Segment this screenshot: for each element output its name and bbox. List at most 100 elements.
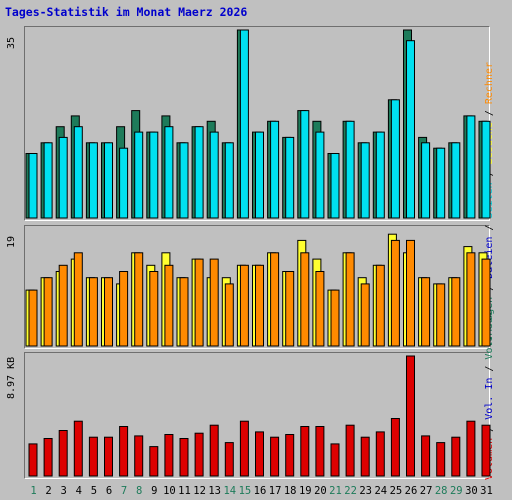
dateien-bar-4 [73, 126, 83, 219]
day-label-10: 10 [163, 485, 176, 497]
dateien-bar-20 [315, 131, 325, 219]
day-label-13: 13 [208, 485, 221, 497]
day-label-6: 6 [106, 485, 112, 497]
day-label-15: 15 [239, 485, 252, 497]
volumen-bar-12 [194, 432, 204, 477]
day-label-19: 19 [299, 485, 312, 497]
rechner-bar-17 [270, 252, 280, 347]
day-label-16: 16 [254, 485, 267, 497]
day-label-4: 4 [76, 485, 82, 497]
rechner-bar-18 [285, 271, 295, 347]
volumen-bar-30 [466, 420, 476, 477]
dateien-bar-8 [134, 131, 144, 219]
dateien-bar-2 [43, 142, 53, 219]
dateien-bar-22 [345, 120, 355, 219]
dateien-bar-6 [104, 142, 113, 219]
day-label-24: 24 [374, 485, 387, 497]
volumen-bar-2 [43, 438, 53, 477]
day-label-28: 28 [435, 485, 448, 497]
rechner-bar-31 [481, 258, 491, 347]
day-label-9: 9 [151, 485, 157, 497]
day-label-8: 8 [136, 485, 142, 497]
volumen-bar-26 [406, 355, 415, 477]
rechner-bar-8 [134, 252, 144, 347]
dateien-bar-23 [360, 142, 370, 219]
dateien-bar-28 [436, 147, 446, 219]
volumen-bar-10 [164, 434, 174, 477]
rechner-bar-30 [466, 252, 476, 347]
volumen-bar-14 [224, 442, 234, 477]
rechner-bar-12 [194, 258, 204, 347]
day-label-29: 29 [450, 485, 463, 497]
rechner-bar-14 [224, 283, 234, 347]
rechner-bar-28 [436, 283, 446, 347]
rechner-bar-11 [179, 277, 189, 347]
day-label-7: 7 [121, 485, 127, 497]
day-label-31: 31 [480, 485, 493, 497]
rechner-bar-6 [104, 277, 113, 347]
rechner-bar-29 [451, 277, 461, 347]
volumen-bar-8 [134, 435, 144, 477]
volumen-bar-6 [104, 436, 113, 477]
volumen-bar-7 [119, 426, 129, 477]
volumen-bar-31 [481, 424, 491, 477]
volumen-bar-24 [375, 431, 385, 477]
volumen-bar-5 [88, 436, 98, 477]
dateien-bar-13 [209, 131, 219, 219]
day-label-26: 26 [405, 485, 418, 497]
dateien-bar-19 [300, 110, 310, 219]
volumen-bar-29 [451, 436, 461, 477]
volumen-bar-20 [315, 426, 325, 477]
day-label-2: 2 [45, 485, 51, 497]
volumen-bar-15 [239, 420, 249, 477]
volumen-bar-21 [330, 443, 340, 477]
day-label-17: 17 [269, 485, 282, 497]
day-label-27: 27 [420, 485, 433, 497]
rechner-bar-1 [28, 289, 38, 347]
dateien-bar-7 [119, 147, 129, 219]
dateien-bar-27 [421, 142, 431, 219]
volumen-bar-9 [149, 446, 159, 477]
dateien-bar-16 [255, 131, 264, 219]
rechner-bar-5 [88, 277, 98, 347]
dateien-bar-21 [330, 153, 340, 219]
rechner-bar-22 [345, 252, 355, 347]
rechner-bar-13 [209, 258, 219, 347]
dateien-bar-25 [390, 99, 400, 219]
day-label-22: 22 [344, 485, 357, 497]
rechner-bar-21 [330, 289, 340, 347]
dateien-bar-9 [149, 131, 159, 219]
volumen-bar-16 [255, 431, 264, 477]
volumen-bar-27 [421, 435, 431, 477]
volumen-bar-3 [58, 430, 68, 477]
day-label-1: 1 [30, 485, 36, 497]
day-label-11: 11 [178, 485, 191, 497]
dateien-bar-18 [285, 136, 295, 219]
rechner-bar-26 [406, 239, 415, 347]
day-label-20: 20 [314, 485, 327, 497]
volumen-bar-19 [300, 426, 310, 477]
day-label-5: 5 [91, 485, 97, 497]
volumen-bar-22 [345, 424, 355, 477]
volumen-bar-18 [285, 434, 295, 477]
dateien-bar-29 [451, 142, 461, 219]
dateien-bar-1 [28, 153, 38, 219]
rechner-bar-10 [164, 264, 174, 347]
day-label-14: 14 [223, 485, 236, 497]
rechner-bar-20 [315, 271, 325, 347]
rechner-bar-3 [58, 264, 68, 347]
volumen-bar-17 [270, 436, 280, 477]
rechner-bar-24 [375, 264, 385, 347]
dateien-bar-17 [270, 120, 280, 219]
volumen-bar-28 [436, 442, 446, 477]
rechner-bar-23 [360, 283, 370, 347]
day-label-25: 25 [390, 485, 403, 497]
rechner-bar-9 [149, 271, 159, 347]
dateien-bar-11 [179, 142, 189, 219]
rechner-bar-25 [390, 239, 400, 347]
day-label-21: 21 [329, 485, 342, 497]
rechner-bar-19 [300, 252, 310, 347]
volumen-bar-25 [390, 418, 400, 477]
dateien-bar-24 [375, 131, 385, 219]
